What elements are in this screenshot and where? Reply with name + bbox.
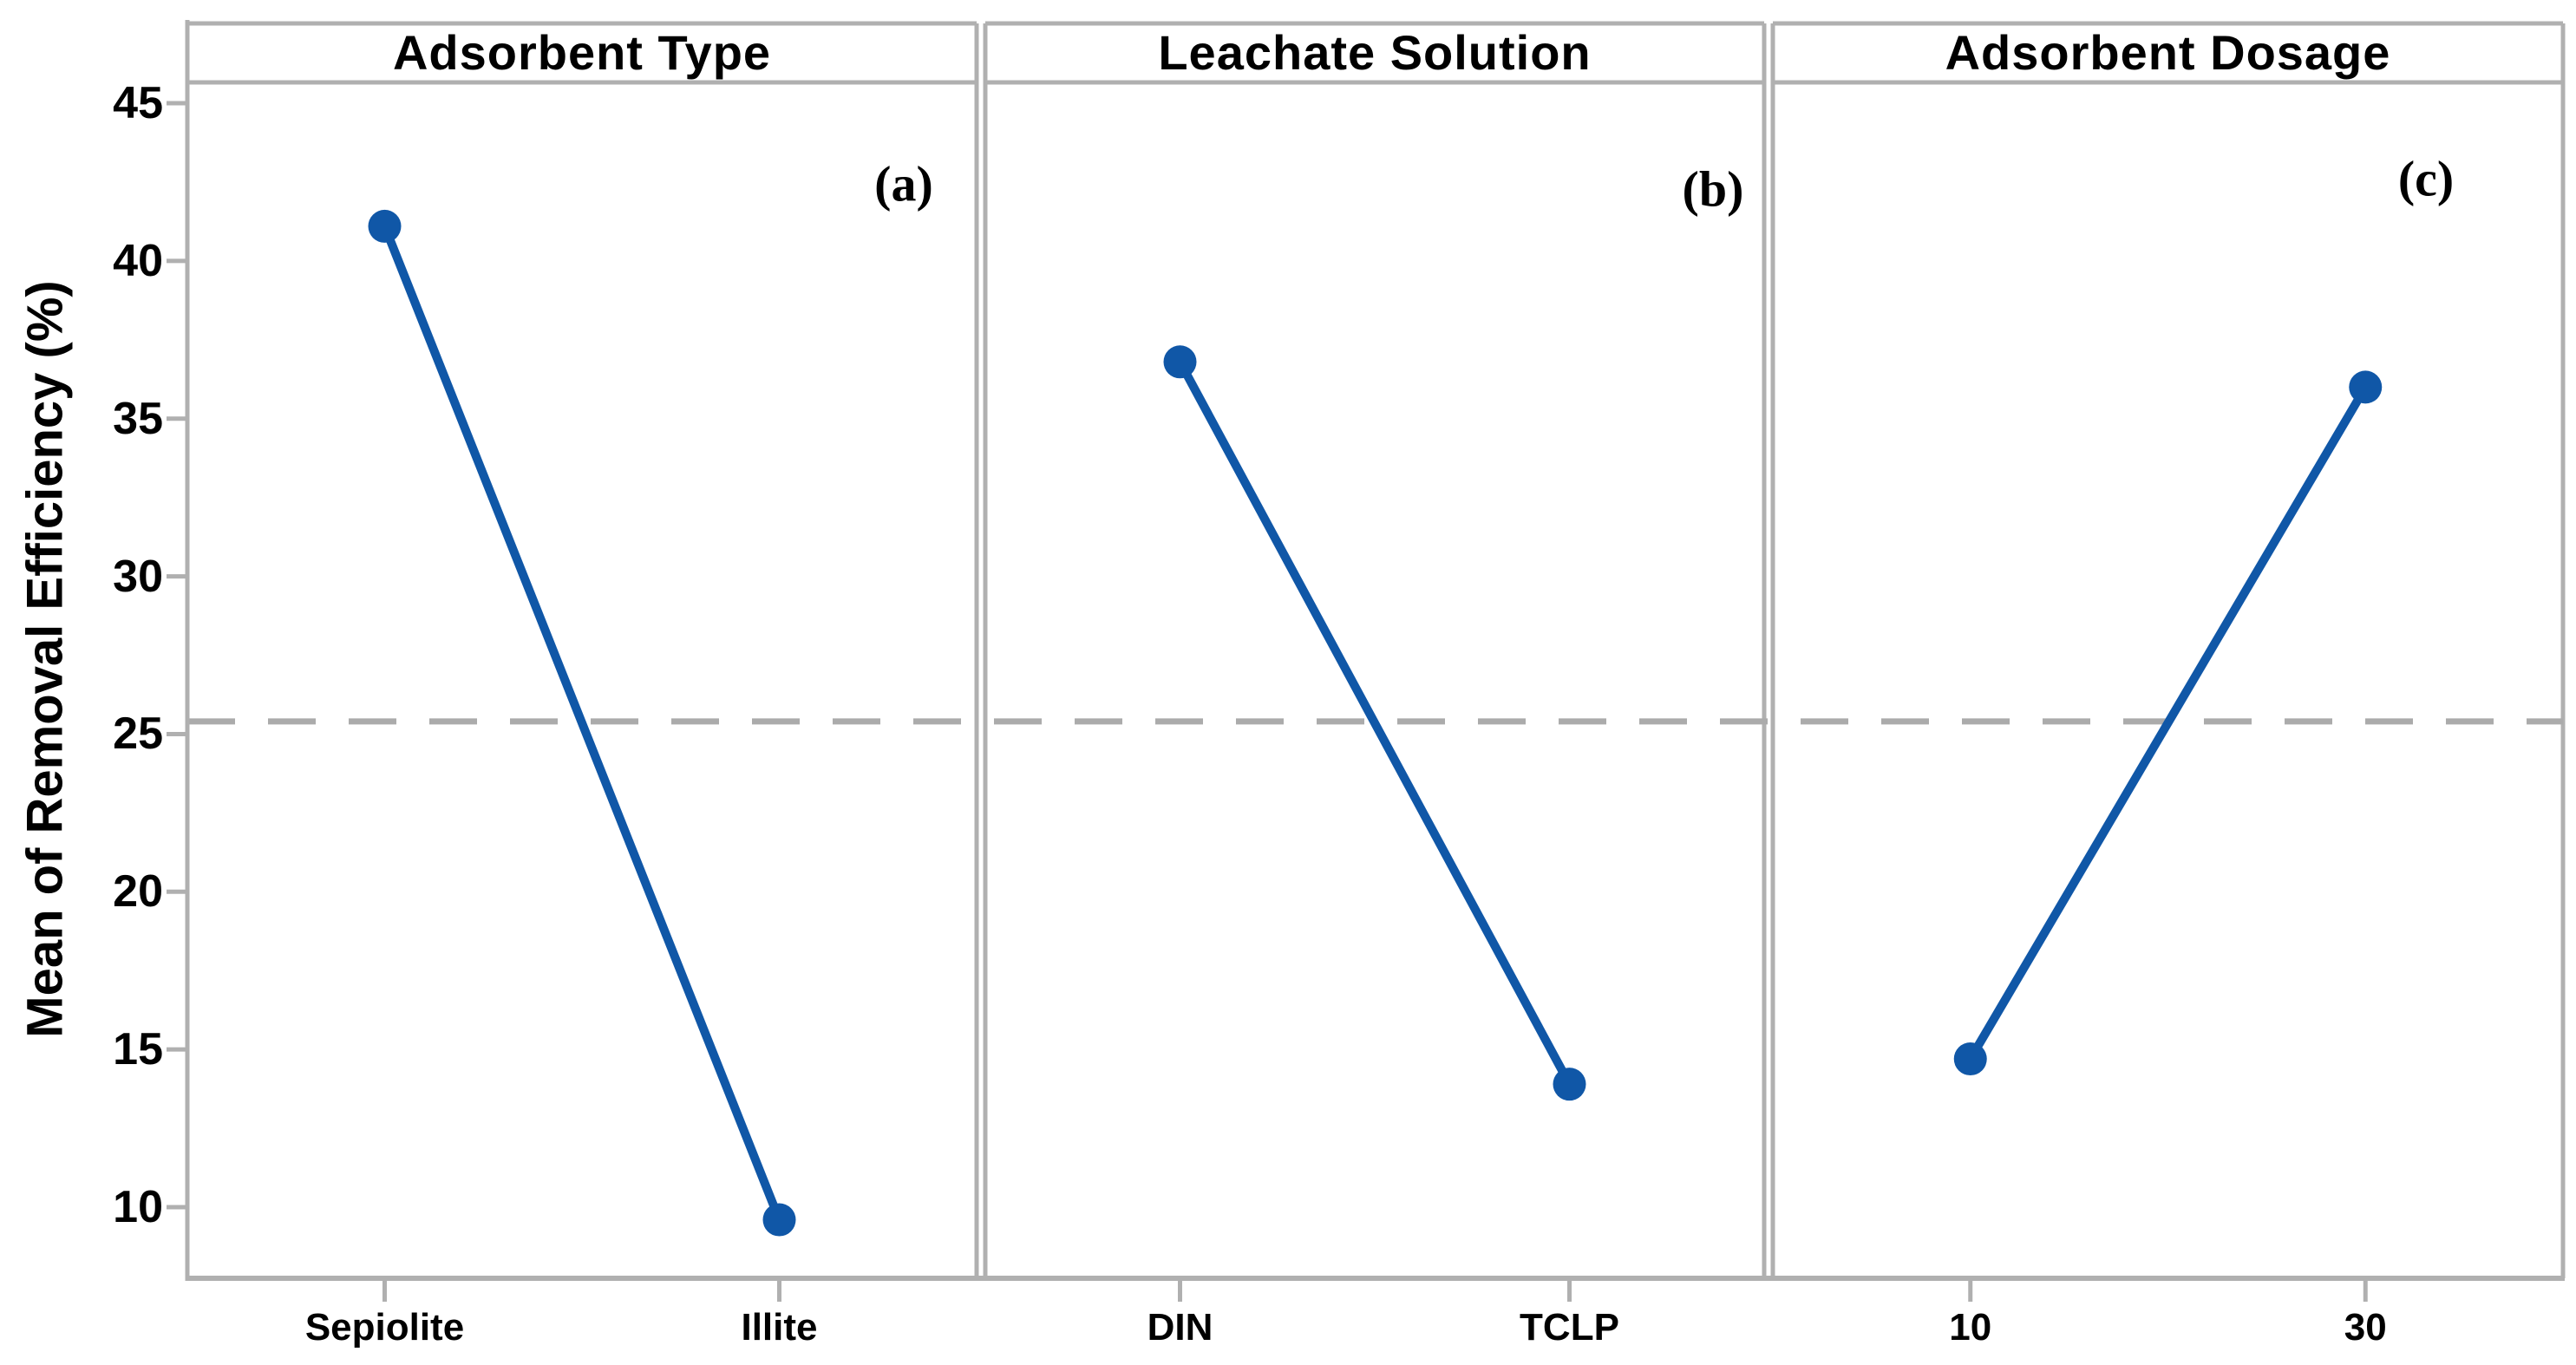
panel-a-letter: (a) bbox=[874, 155, 933, 212]
y-tick-label: 35 bbox=[113, 393, 163, 444]
data-point-DIN bbox=[1163, 345, 1197, 379]
x-category-label: DIN bbox=[1147, 1306, 1213, 1349]
data-point-10 bbox=[1953, 1042, 1987, 1076]
x-category-label: 30 bbox=[2344, 1306, 2387, 1349]
y-tick-label: 10 bbox=[113, 1182, 163, 1232]
y-tick-label: 40 bbox=[113, 235, 163, 286]
x-category-label: Sepiolite bbox=[304, 1306, 465, 1349]
y-tick-label: 20 bbox=[113, 866, 163, 918]
y-tick-label: 45 bbox=[113, 78, 163, 129]
data-point-TCLP bbox=[1553, 1068, 1586, 1101]
data-point-Illite bbox=[762, 1203, 796, 1237]
y-tick-label: 30 bbox=[113, 551, 163, 602]
effect-line-panel-2 bbox=[1966, 384, 2370, 1061]
x-category-label: 10 bbox=[1949, 1306, 1992, 1349]
panel-b-letter: (b) bbox=[1682, 160, 1744, 218]
y-tick-label: 15 bbox=[113, 1024, 163, 1075]
effect-line-panel-0 bbox=[380, 225, 784, 1222]
panel-a-header: Adsorbent Type bbox=[392, 25, 772, 80]
data-point-Sepiolite bbox=[368, 209, 402, 243]
y-tick-label: 25 bbox=[113, 709, 163, 760]
data-point-30 bbox=[2349, 370, 2383, 404]
panel-b-header: Leachate Solution bbox=[1158, 25, 1592, 80]
panel-c-letter: (c) bbox=[2397, 150, 2455, 207]
panel-c-header: Adsorbent Dosage bbox=[1945, 25, 2391, 80]
x-category-label: Illite bbox=[741, 1306, 818, 1349]
effect-line-panel-1 bbox=[1176, 359, 1573, 1087]
x-category-label: TCLP bbox=[1520, 1306, 1619, 1349]
